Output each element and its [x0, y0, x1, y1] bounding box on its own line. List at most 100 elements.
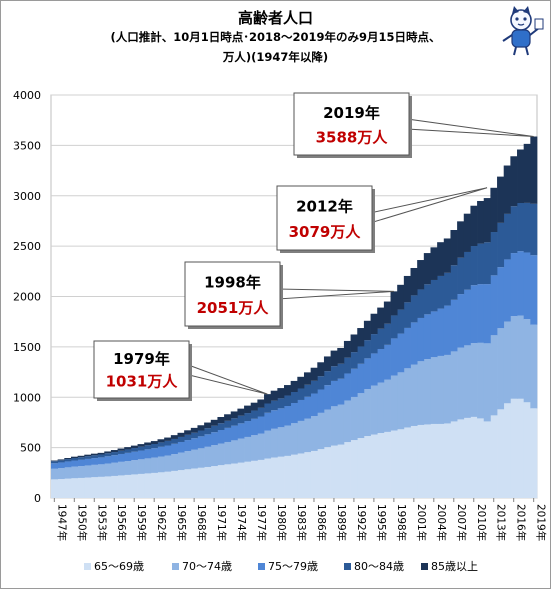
series-3-bar: [437, 308, 445, 356]
series-1-bar: [517, 398, 525, 498]
series-1-bar: [270, 457, 278, 498]
series-2-bar: [397, 372, 405, 430]
series-3-bar: [303, 396, 311, 419]
series-3-bar: [517, 251, 525, 316]
series-3-bar: [383, 344, 391, 380]
series-2-bar: [330, 406, 338, 446]
callout-box: [93, 340, 190, 399]
series-3-bar: [110, 455, 118, 463]
series-1-bar: [230, 463, 238, 498]
series-2-bar: [170, 454, 178, 471]
callout-box: [184, 261, 281, 327]
series-2-bar: [244, 436, 252, 462]
series-1-bar: [417, 424, 425, 498]
series-3-bar: [430, 311, 438, 358]
series-2-bar: [264, 430, 272, 459]
series-3-bar: [423, 314, 431, 360]
series-4-bar: [284, 395, 292, 407]
series-4-bar: [150, 443, 158, 449]
series-3-bar: [137, 450, 145, 460]
series-3-bar: [190, 438, 198, 450]
series-3-bar: [197, 436, 205, 449]
series-4-bar: [437, 275, 445, 309]
series-5-bar: [463, 213, 471, 252]
series-1-bar: [97, 476, 105, 498]
series-4-bar: [410, 295, 418, 323]
series-5-bar: [437, 242, 445, 276]
series-4-bar: [170, 438, 178, 444]
series-4-bar: [317, 376, 325, 390]
series-3-bar: [264, 412, 272, 431]
series-1-bar: [343, 442, 351, 498]
series-4-bar: [177, 436, 185, 442]
series-5-bar: [217, 416, 225, 424]
x-tick-label: 1968年: [195, 504, 208, 541]
series-2-bar: [490, 335, 498, 416]
series-4-bar: [230, 418, 238, 426]
series-5-bar: [330, 350, 338, 367]
series-3-bar: [290, 402, 298, 424]
series-4-bar: [64, 459, 72, 462]
series-4-bar: [297, 388, 305, 400]
series-2-bar: [403, 368, 411, 428]
series-4-bar: [310, 380, 318, 394]
series-3-bar: [177, 441, 185, 453]
y-tick-label: 500: [20, 442, 41, 455]
series-5-bar: [417, 260, 425, 290]
series-1-bar: [323, 447, 331, 498]
series-4-bar: [330, 366, 338, 381]
series-4-bar: [117, 450, 125, 454]
series-2-bar: [410, 364, 418, 426]
series-1-bar: [430, 423, 438, 498]
series-2-bar: [343, 400, 351, 443]
series-1-bar: [70, 478, 78, 498]
series-5-bar: [350, 334, 358, 353]
series-2-bar: [57, 468, 65, 480]
chart-subtitle-line1: (人口推計、10月1日時点･2018〜2019年のみ9月15日時点、: [110, 30, 441, 44]
series-1: [51, 398, 538, 498]
x-tick-label: 1971年: [215, 504, 228, 541]
series-4-bar: [190, 432, 198, 439]
series-4-bar: [257, 407, 265, 417]
legend-label: 70〜74歳: [182, 560, 232, 573]
series-3-bar: [343, 373, 351, 401]
series-4-bar: [51, 461, 59, 464]
series-5-bar: [164, 437, 172, 441]
series-1-bar: [503, 403, 511, 498]
series-5-bar: [110, 450, 118, 453]
series-5-bar: [177, 432, 185, 437]
series-1-bar: [64, 478, 72, 498]
legend-swatch: [344, 563, 351, 570]
series-2-bar: [437, 355, 445, 424]
y-tick-label: 0: [34, 492, 41, 505]
legend-label: 75〜79歳: [268, 560, 318, 573]
series-1-bar: [470, 416, 478, 498]
series-2-bar: [237, 438, 245, 463]
series-5-bar: [423, 253, 431, 285]
series-1-bar: [477, 418, 485, 498]
legend-swatch: [84, 563, 91, 570]
series-5-bar: [497, 176, 505, 223]
series-5-bar: [523, 143, 531, 203]
series-2-bar: [137, 459, 145, 474]
series-2-bar: [250, 435, 258, 461]
legend-label: 85歳以上: [431, 560, 478, 573]
series-2-bar: [530, 324, 538, 409]
series-1-bar: [437, 423, 445, 498]
series-3-bar: [77, 459, 85, 467]
series-4-bar: [277, 398, 285, 409]
series-3-bar: [84, 458, 92, 466]
series-1-bar: [117, 475, 125, 498]
series-2-bar: [184, 451, 192, 470]
series-5-bar: [530, 136, 538, 204]
series-1-bar: [297, 453, 305, 498]
series-5-bar: [277, 388, 285, 399]
series-1-bar: [457, 419, 465, 498]
series-4-bar: [164, 440, 172, 446]
series-3-bar: [530, 255, 538, 325]
series-1-bar: [463, 417, 471, 498]
series-5-bar: [410, 267, 418, 296]
series-3-bar: [523, 252, 531, 320]
series-5-bar: [90, 453, 98, 456]
mascot-icon: [502, 6, 544, 56]
